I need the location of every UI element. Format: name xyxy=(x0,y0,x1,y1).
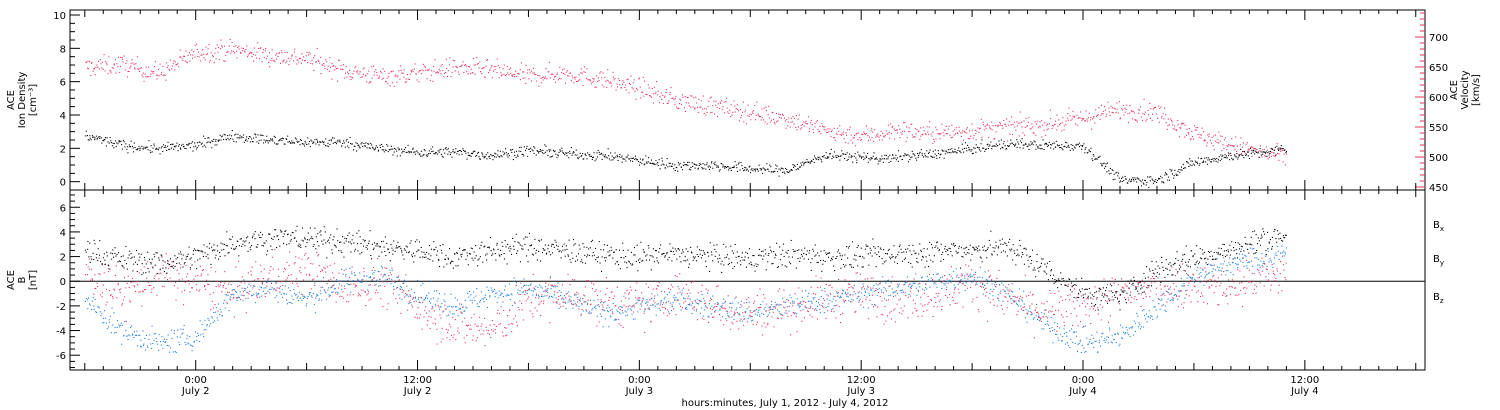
legend-bx: Bx xyxy=(1433,220,1444,233)
density-axis-tick-label: 2 xyxy=(60,144,66,155)
velocity-axis-tick-label: 700 xyxy=(1429,33,1448,44)
velocity-axis-tick-label: 450 xyxy=(1429,183,1448,194)
date-tick-label: July 4 xyxy=(1290,386,1319,397)
series-bx-points xyxy=(84,225,1287,311)
time-axis: hours:minutes, July 1, 2012 - July 4, 20… xyxy=(682,398,889,409)
velocity-axis-tick-label: 500 xyxy=(1429,153,1448,164)
time-axis-title: hours:minutes, July 1, 2012 - July 4, 20… xyxy=(682,398,889,409)
density-axis-tick-label: 0 xyxy=(60,178,66,189)
velocity-axis-axis-title-line: Velocity xyxy=(1460,70,1471,109)
density-axis-tick-label: 4 xyxy=(60,111,66,122)
b-axis-axis-title-line: [nT] xyxy=(28,270,39,290)
density-axis-tick-label: 10 xyxy=(53,11,66,22)
b-axis-tick-label: 0 xyxy=(60,277,66,288)
date-tick-label: July 4 xyxy=(1068,386,1097,397)
b-axis-axis-title: ACE B [nT] xyxy=(6,270,39,290)
velocity-axis-axis-title-line: ACE xyxy=(1449,80,1460,100)
time-tick-label: 12:00 xyxy=(1290,375,1319,386)
b-axis-tick-label: -6 xyxy=(56,351,66,362)
legend-bz: Bz xyxy=(1433,292,1444,305)
density-axis-tick-label: 6 xyxy=(60,78,66,89)
velocity-axis-axis-title: ACE Velocity [km/s] xyxy=(1449,70,1482,109)
velocity-axis-tick-label: 600 xyxy=(1429,93,1448,104)
density-axis-tick-label: 8 xyxy=(60,44,66,55)
b-axis-tick-label: -2 xyxy=(56,302,66,313)
density-points xyxy=(85,130,1287,189)
density-axis-axis-title: ACE Ion Density [cm⁻³] xyxy=(6,72,39,129)
top-panel-frame xyxy=(69,9,1426,191)
date-tick-label: July 3 xyxy=(625,386,654,397)
density-axis-axis-title-line: ACE xyxy=(6,90,17,110)
b-axis-tick-label: 2 xyxy=(60,253,66,264)
date-tick-label: July 2 xyxy=(181,386,210,397)
velocity-axis-tick-label: 550 xyxy=(1429,123,1448,134)
time-tick-label: 0:00 xyxy=(628,375,650,386)
velocity-points xyxy=(85,38,1288,166)
b-axis-tick-label: 4 xyxy=(60,228,66,239)
velocity-axis-tick-label: 650 xyxy=(1429,63,1448,74)
time-tick-label: 12:00 xyxy=(847,375,876,386)
bottom-panel-frame xyxy=(69,189,1426,371)
b-axis-tick-label: -4 xyxy=(56,327,66,338)
time-tick-label: 0:00 xyxy=(184,375,206,386)
series-bz-points xyxy=(84,249,1287,347)
date-tick-label: July 2 xyxy=(403,386,432,397)
legend-by: By xyxy=(1433,254,1444,267)
b-axis-tick-label: 6 xyxy=(60,203,66,214)
b-axis-axis-title-line: B xyxy=(17,276,28,283)
density-axis-axis-title-line: Ion Density xyxy=(17,72,28,129)
velocity-axis-axis-title-line: [km/s] xyxy=(1471,74,1482,106)
density-axis-axis-title-line: [cm⁻³] xyxy=(28,84,39,116)
date-tick-label: July 3 xyxy=(846,386,875,397)
time-tick-label: 0:00 xyxy=(1072,375,1094,386)
b-axis-axis-title-line: ACE xyxy=(6,270,17,290)
series-by-points xyxy=(84,245,1287,354)
time-tick-label: 12:00 xyxy=(403,375,432,386)
